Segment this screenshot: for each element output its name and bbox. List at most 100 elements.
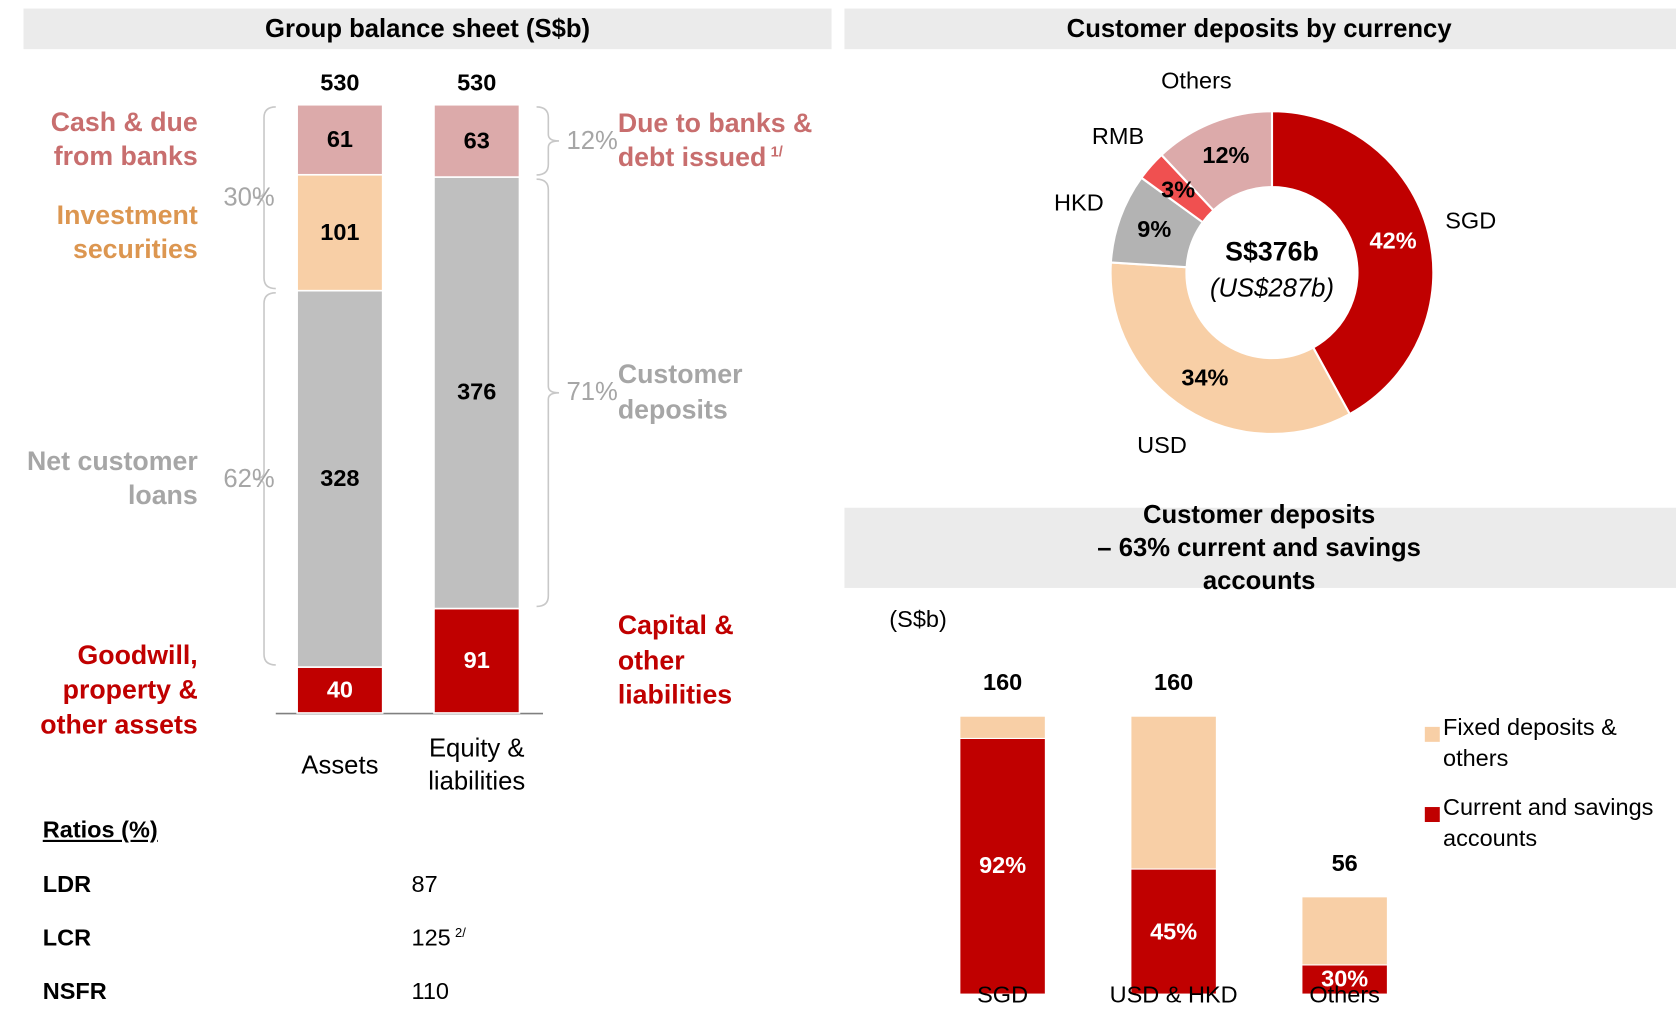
slice-value-text: 42% [1369, 227, 1417, 254]
segment-value-text: 91 [463, 646, 490, 674]
segment-label: Goodwill, property & other assets [0, 638, 198, 742]
table-title-text: Ratios (%) [42, 816, 158, 844]
legend-label: Fixed deposits & others [1443, 712, 1657, 773]
bracket-label-text: 62% [223, 464, 275, 494]
table-row-value: 87 [412, 870, 438, 901]
bar-total-text: 160 [982, 668, 1023, 696]
table-row-label-text: LCR [42, 924, 92, 952]
segment-label-text: Investment securities [56, 200, 198, 265]
x-tick-label: Others [1309, 980, 1380, 1010]
slice-label-text: RMB [1091, 122, 1145, 150]
donut-slice [1159, 110, 1274, 212]
header-band [844, 8, 1676, 50]
segment-label-text: Customer deposits [617, 360, 743, 425]
bar-total: 530 [457, 68, 496, 99]
bracket-label: 62% [223, 462, 274, 495]
legend-swatch [1424, 726, 1440, 742]
segment-value-text: 328 [320, 464, 360, 492]
segment-label: Capital & other liabilities [618, 609, 757, 713]
slice-label-text: Others [1161, 67, 1232, 95]
segment-value-text: 40 [326, 675, 353, 703]
slice-label-text: HKD [1054, 188, 1104, 216]
segment-label: Investment securities [0, 198, 198, 267]
header-band [844, 507, 1676, 588]
slice-value: 3% [1161, 175, 1195, 206]
bracket-label-text: 30% [223, 183, 275, 213]
bar-total-text: 160 [1154, 668, 1194, 696]
bar-segment [433, 103, 521, 178]
slice-label: USD [1137, 431, 1187, 462]
x-tick-label-text: Others [1309, 980, 1380, 1008]
bar-segment [959, 737, 1046, 995]
bracket-label-text: 12% [566, 126, 618, 156]
chart-title-text: Customer deposits – 63% current and savi… [1097, 500, 1421, 597]
table-row-value: 125 2/ [412, 923, 466, 954]
bar-total-text: 530 [320, 69, 360, 96]
segment-label-text: Due to banks & debt issued [617, 108, 813, 173]
segment-label-text: Cash & due from banks [50, 107, 198, 172]
bracket [253, 106, 276, 290]
chart-title: Customer deposits – 63% current and savi… [1051, 498, 1468, 598]
segment-value: 63 [464, 126, 490, 157]
slice-value: 9% [1137, 215, 1171, 246]
slice-value: 42% [1370, 226, 1417, 257]
table-title: Ratios (%) [43, 815, 158, 846]
table-row-value: 110 [412, 977, 449, 1008]
segment-value: 30% [1321, 964, 1368, 995]
bar-segment [1301, 964, 1388, 995]
bar-total: 160 [983, 668, 1022, 699]
bracket [536, 178, 560, 608]
x-tick-label: Equity & liabilities [402, 732, 552, 799]
bracket [536, 106, 560, 176]
bar-segment [959, 715, 1046, 739]
slice-value-text: 12% [1202, 142, 1250, 169]
segment-label: Due to banks & debt issued 1/ [618, 106, 842, 175]
chart-title: Customer deposits by currency [1067, 12, 1452, 45]
bracket-label: 71% [567, 376, 618, 409]
table-row-label: LDR [43, 870, 91, 901]
center-sublabel-text: (US$287b) [1209, 274, 1334, 303]
chart-title-text: Group balance sheet (S$b) [265, 14, 591, 44]
table-row-label: LCR [43, 923, 91, 954]
slice-label-text: SGD [1445, 207, 1497, 235]
table-row-value-text: 110 [411, 977, 450, 1005]
table-row-value-text: 87 [411, 870, 438, 898]
bar-total: 530 [320, 68, 359, 99]
table-row-label-text: LDR [42, 870, 92, 898]
slice-label: SGD [1445, 206, 1496, 237]
slice-value: 12% [1202, 141, 1249, 172]
segment-value-text: 63 [463, 126, 490, 154]
bar-segment [1130, 868, 1217, 995]
bar-segment [296, 173, 384, 292]
slice-value: 34% [1181, 363, 1228, 394]
legend-swatch [1424, 807, 1440, 823]
unit-label-text: (S$b) [889, 605, 947, 633]
footnote: 2/ [455, 925, 466, 940]
segment-value: 40 [327, 675, 353, 706]
segment-value-text: 101 [320, 218, 360, 246]
slice-label: HKD [1054, 188, 1104, 219]
bar-segment [296, 289, 384, 668]
bar-total: 160 [1154, 668, 1193, 699]
segment-value-text: 61 [326, 125, 353, 153]
segment-value: 45% [1150, 916, 1197, 947]
x-tick-label: Assets [265, 749, 415, 782]
bar-total-text: 530 [457, 69, 497, 96]
header-band [23, 8, 832, 50]
segment-value: 328 [320, 464, 359, 495]
slice-label: RMB [1092, 122, 1144, 153]
x-tick-label-text: SGD [977, 980, 1029, 1008]
bar-total: 56 [1332, 848, 1358, 879]
bracket-label: 12% [567, 124, 618, 157]
bar-segment [1130, 715, 1217, 870]
legend-label-text: Current and savings accounts [1442, 793, 1654, 851]
segment-label-text: Goodwill, property & other assets [40, 640, 198, 740]
center-sublabel: (US$287b) [1210, 272, 1334, 305]
legend-label-text: Fixed deposits & others [1442, 713, 1617, 771]
donut-slice [1109, 261, 1352, 436]
segment-value-text: 45% [1150, 917, 1198, 945]
table-row-label: NSFR [43, 977, 107, 1008]
unit-label: (S$b) [889, 605, 947, 636]
bar-segment [433, 607, 521, 714]
